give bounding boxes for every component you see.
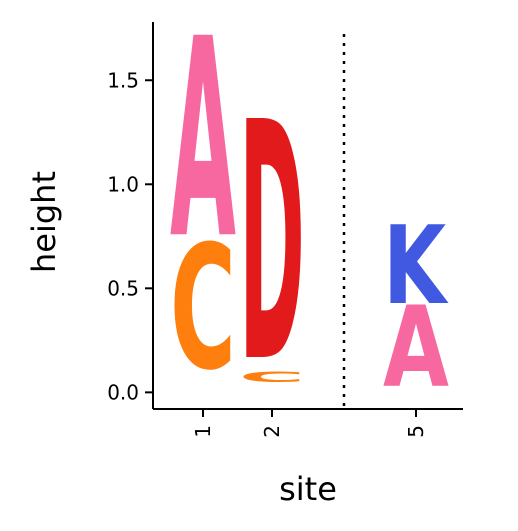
x-tick-label: 5: [404, 425, 428, 438]
y-axis: 0.0 0.5 1.0 1.5: [107, 22, 153, 409]
logo-letter-a: A: [170, 0, 236, 299]
logo-letter-k: K: [383, 202, 449, 329]
y-axis-title: height: [25, 171, 63, 273]
y-tick-label: 0.0: [107, 380, 139, 404]
x-tick-label: 1: [191, 425, 215, 438]
x-axis: 1 2 5: [153, 409, 463, 438]
y-tick-label: 1.5: [107, 68, 139, 92]
y-tick-label: 0.5: [107, 276, 139, 300]
logo-letter-d: D: [239, 55, 305, 436]
x-axis-title: site: [279, 470, 337, 508]
x-tick-label: 2: [260, 425, 284, 438]
y-tick-label: 1.0: [107, 172, 139, 196]
